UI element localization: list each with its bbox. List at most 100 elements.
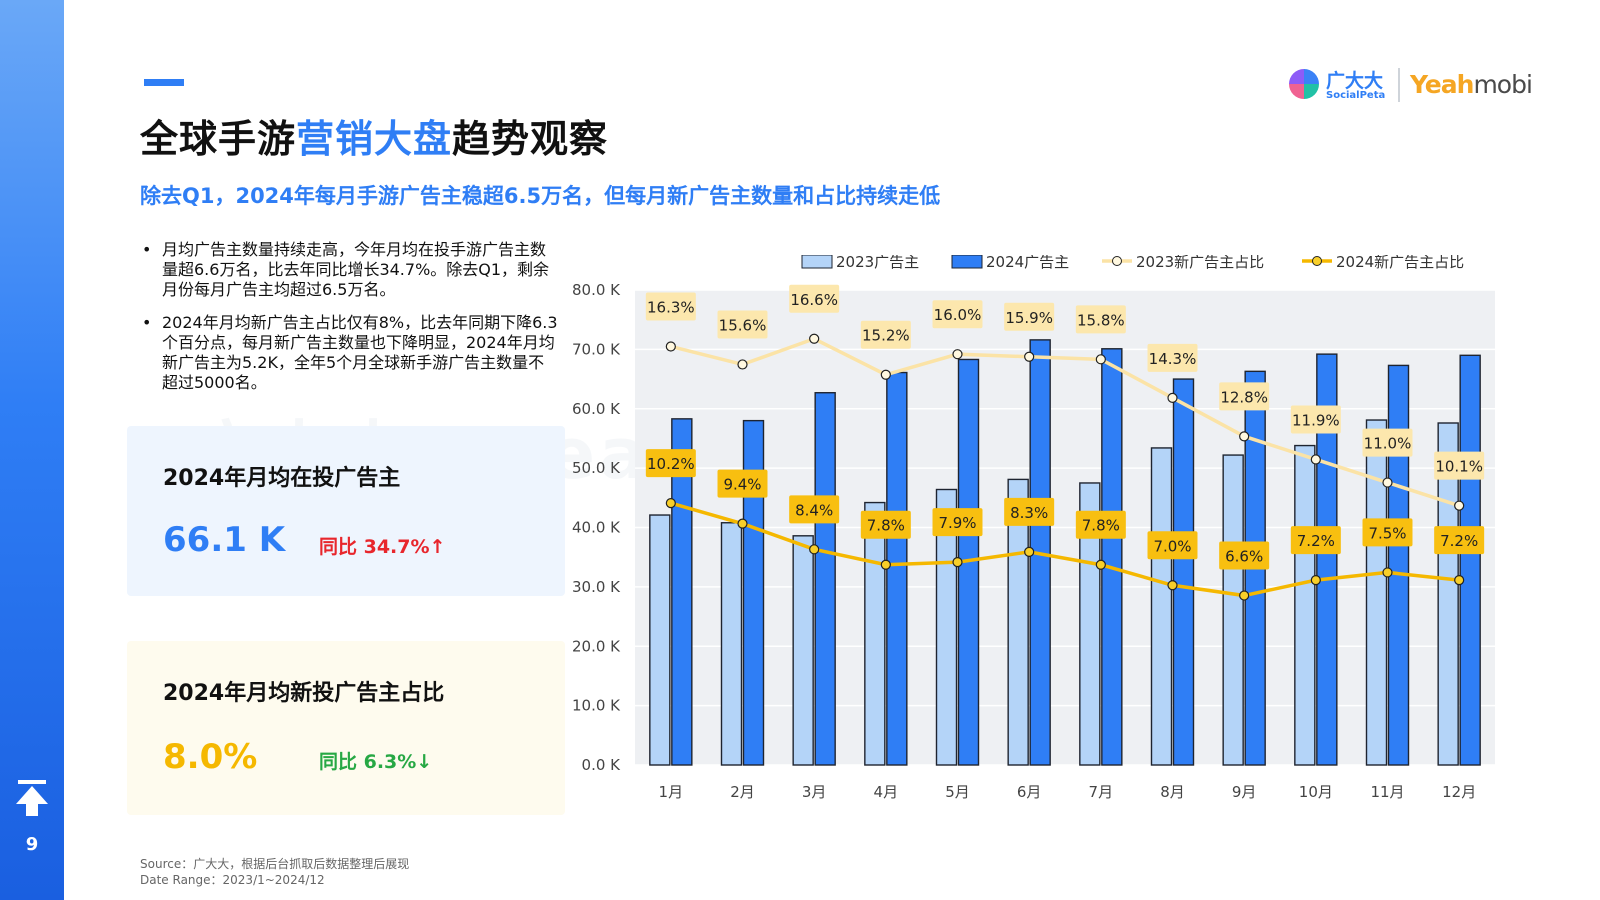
data-label-bg	[1290, 405, 1341, 434]
line-point	[1095, 559, 1106, 570]
line-point	[1310, 454, 1321, 465]
data-label-bg	[1147, 531, 1198, 560]
data-label-bg	[1075, 305, 1126, 334]
bar-2023	[1222, 454, 1244, 766]
source-note: Source：广大大，根据后台抓取后数据整理后展现 Date Range：202…	[140, 856, 409, 888]
bar-2024	[1387, 364, 1410, 766]
title-highlight: 营销大盘	[296, 117, 453, 161]
data-label-bg	[1004, 302, 1055, 331]
bar-2023	[1294, 444, 1316, 766]
kpi-value: 66.1 K	[163, 520, 286, 560]
data-label-bg	[1434, 451, 1485, 480]
data-label: 11.9%	[1292, 411, 1340, 429]
line-point	[1454, 500, 1465, 511]
data-label-bg	[645, 292, 696, 321]
kpi-yoy: 同比 34.7%↑	[319, 536, 446, 558]
logo-divider	[1398, 68, 1400, 102]
line-point	[1024, 546, 1035, 557]
bullet-item: 月均广告主数量持续走高，今年月均在投手游广告主数量超6.6万名，比去年同比增长3…	[140, 240, 560, 300]
line-point	[1454, 575, 1465, 586]
bar-2023	[1007, 478, 1029, 766]
bar-2023	[1079, 482, 1101, 766]
data-label-bg	[932, 508, 983, 537]
line-point	[1167, 580, 1178, 591]
y-tick-label: 0.0 K	[582, 756, 622, 774]
data-label: 7.0%	[1153, 537, 1191, 555]
data-label: 7.5%	[1368, 524, 1406, 542]
line-point	[737, 359, 748, 370]
line-point	[880, 559, 891, 570]
date-range-line: Date Range：2023/1~2024/12	[140, 873, 325, 887]
x-tick-label: 10月	[1299, 783, 1333, 801]
x-tick-label: 3月	[802, 783, 827, 801]
y-tick-label: 40.0 K	[572, 519, 621, 537]
line-point	[1239, 431, 1250, 442]
data-label: 15.8%	[1077, 311, 1125, 329]
legend-marker	[1312, 256, 1322, 266]
y-tick-label: 10.0 K	[572, 697, 621, 715]
data-label: 7.8%	[1082, 517, 1120, 535]
data-label: 7.9%	[938, 514, 976, 532]
data-label: 16.3%	[647, 298, 695, 316]
brand-en-name: SocialPeta	[1326, 90, 1386, 101]
line-2024-new-share	[670, 501, 1460, 598]
bar-2024	[1316, 353, 1338, 766]
page-number: 9	[25, 834, 39, 855]
line-point	[809, 333, 820, 344]
bar-2023	[720, 522, 743, 766]
data-label: 10.1%	[1435, 458, 1483, 476]
bar-2024	[1101, 348, 1123, 766]
data-label-bg	[789, 495, 840, 524]
title-accent-bar	[144, 79, 184, 86]
data-label-bg	[1219, 541, 1270, 570]
bar-2024	[1172, 378, 1195, 766]
bar-2023	[792, 535, 814, 766]
legend-label: 2024广告主	[986, 255, 1069, 271]
line-point	[665, 341, 676, 352]
line-point	[1310, 575, 1321, 586]
line-point	[1382, 567, 1393, 578]
legend-label: 2024新广告主占比	[1336, 255, 1464, 271]
kpi-label: 2024年月均新投广告主占比	[163, 681, 445, 706]
data-label-bg	[1004, 497, 1055, 526]
data-label: 9.4%	[723, 476, 761, 494]
kpi-yoy: 同比 6.3%↓	[319, 751, 433, 773]
line-point	[1024, 351, 1035, 362]
bar-2023	[1150, 447, 1173, 766]
x-tick-label: 4月	[874, 783, 899, 801]
y-tick-label: 50.0 K	[572, 459, 621, 477]
page-subtitle: 除去Q1，2024年每月手游广告主稳超6.5万名，但每月新广告主数量和占比持续走…	[140, 184, 941, 208]
title-part2: 趋势观察	[452, 117, 609, 161]
legend-label: 2023广告主	[836, 255, 919, 271]
data-label-bg	[1362, 518, 1413, 547]
data-label-bg	[645, 449, 696, 478]
x-tick-label: 9月	[1232, 783, 1257, 801]
data-label: 10.2%	[647, 455, 695, 473]
data-label-bg	[932, 300, 983, 329]
data-label: 16.0%	[934, 306, 982, 324]
data-label-bg	[717, 310, 768, 339]
data-label: 14.3%	[1149, 350, 1197, 368]
data-label: 8.4%	[795, 501, 833, 519]
data-label-bg	[860, 510, 911, 539]
yeahmobi-logo: Yeahmobi	[1410, 70, 1533, 99]
bar-2024	[742, 419, 765, 766]
line-point	[1167, 392, 1178, 403]
x-tick-label: 11月	[1370, 783, 1404, 801]
legend-marker	[1112, 256, 1122, 266]
kpi-card-new-share: 2024年月均新投广告主占比 8.0% 同比 6.3%↓	[127, 641, 565, 815]
line-point	[952, 557, 963, 568]
data-label: 7.8%	[867, 517, 905, 535]
data-label-bg	[860, 320, 911, 349]
legend-swatch	[801, 255, 833, 269]
line-point	[737, 518, 748, 529]
kpi-value: 8.0%	[163, 737, 258, 777]
page-title: 全球手游营销大盘趋势观察	[140, 108, 608, 163]
bar-2023	[864, 501, 886, 766]
brand-cn-name: 广大大	[1326, 70, 1384, 92]
back-to-top-icon[interactable]	[14, 778, 50, 818]
x-tick-label: 12月	[1442, 783, 1476, 801]
bar-2024	[886, 371, 908, 766]
bar-2024	[1459, 354, 1481, 766]
y-tick-label: 70.0 K	[572, 340, 621, 358]
